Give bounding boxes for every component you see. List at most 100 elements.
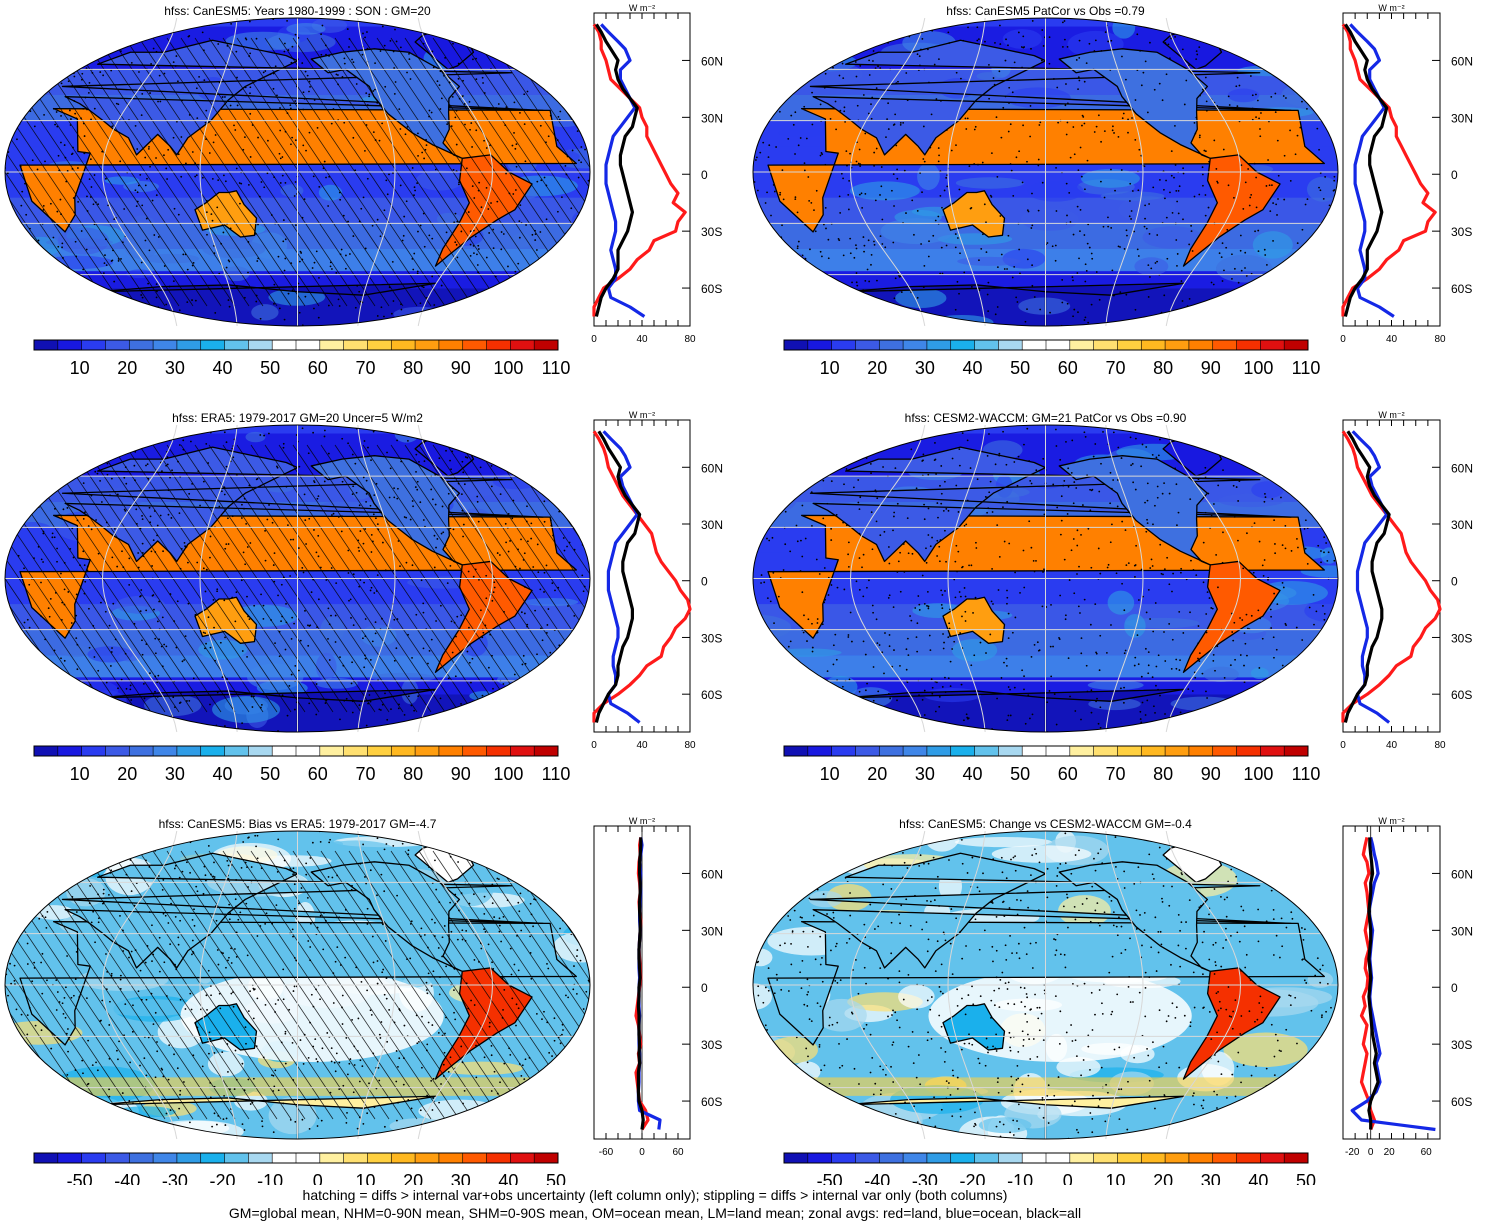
field-patch [1282,708,1348,728]
colorbar-swatch [534,746,558,756]
colorbar-swatch [105,1153,129,1163]
panel-1: hfss: CanESM5: Years 1980-1999 : SON : G… [0,3,767,378]
colorbar-swatch [248,746,272,756]
zonal-unit-label: W m⁻² [629,410,655,420]
zonal-ytick-label: 60S [701,1095,722,1109]
field-patch [728,641,780,665]
colorbar-swatch [808,1153,832,1163]
field-patch [843,850,868,866]
colorbar-swatch [58,1153,82,1163]
field-patch [1233,1113,1281,1151]
colorbar-swatch [832,1153,856,1163]
colorbar-swatch [201,340,225,350]
zonal-unit-label: W m⁻² [1378,3,1404,13]
figure: hfss: CanESM5: Years 1980-1999 : SON : G… [0,0,1485,1185]
colorbar-swatch [296,746,320,756]
colorbar-swatch [225,1153,249,1163]
field-patch [889,723,933,737]
colorbar-swatch [296,1153,320,1163]
colorbar-label: -20 [960,1171,986,1185]
colorbar-swatch [1117,746,1141,756]
colorbar-label: 40 [1248,1171,1268,1185]
colorbar-swatch [1094,1153,1118,1163]
zonal-ytick-label: 60N [1451,461,1473,475]
colorbar-swatch [1070,340,1094,350]
colorbar-swatch [1165,1153,1189,1163]
colorbar-swatch [272,1153,296,1163]
colorbar-swatch [1141,1153,1165,1163]
field-patch [21,865,44,883]
field-patch [1027,181,1084,202]
zonal-ytick-label: 0 [1451,981,1458,995]
colorbar-label: 80 [1153,764,1173,784]
zonal-xtick-label: 40 [1386,334,1398,345]
colorbar-label: 30 [915,358,935,378]
colorbar-label: 20 [117,358,137,378]
field-patch [1290,1062,1315,1085]
colorbar-label: -40 [114,1171,140,1185]
colorbar-swatch [248,1153,272,1163]
zonal-ytick-label: 30S [701,225,722,239]
colorbar-label: -30 [912,1171,938,1185]
field-patch [512,233,531,248]
colorbar-swatch [105,340,129,350]
colorbar-swatch [201,1153,225,1163]
field-patch [824,676,858,698]
colorbar-swatch [951,340,975,350]
colorbar-swatch [951,746,975,756]
field-patch [124,233,158,259]
field-patch [956,177,1024,188]
zonal-ytick-label: 60S [1451,688,1472,702]
zonal-unit-label: W m⁻² [1378,410,1404,420]
colorbar-label: 70 [355,358,375,378]
field-patch [1253,231,1293,259]
panel-4: hfss: CESM2-WACCM: GM=21 PatCor vs Obs =… [719,410,1473,784]
colorbar-swatch [1141,340,1165,350]
colorbar-label: 60 [1058,764,1078,784]
colorbar-label: -50 [817,1171,843,1185]
field-patch [782,253,809,279]
field-patch [538,260,579,270]
colorbar-swatch [1141,746,1165,756]
field-patch [512,1123,589,1154]
colorbar-swatch [855,1153,879,1163]
field-patch [40,32,67,46]
colorbar-label: 50 [1010,764,1030,784]
zonal-ytick-label: 30S [1451,631,1472,645]
colorbar-swatch [927,340,951,350]
zonal-xtick-label: -60 [599,1147,614,1158]
field-patch [504,1123,551,1133]
colorbar-swatch [153,746,177,756]
colorbar-swatch [201,746,225,756]
map-title: hfss: CanESM5: Change vs CESM2-WACCM GM=… [899,817,1192,831]
colorbar-swatch [1237,746,1261,756]
zonal-ytick-label: 30S [1451,225,1472,239]
colorbar-swatch [1070,1153,1094,1163]
colorbar-swatch [832,340,856,350]
colorbar-swatch [1284,340,1308,350]
colorbar-label: 10 [820,358,840,378]
zonal-frame [1343,826,1440,1139]
field-patch [52,135,81,151]
colorbar-label: 80 [403,764,423,784]
colorbar-swatch [1189,746,1213,756]
colorbar-label: 30 [1201,1171,1221,1185]
field-patch [724,885,788,918]
colorbar-swatch [177,1153,201,1163]
colorbar-swatch [1046,746,1070,756]
colorbar-swatch [391,746,415,756]
zonal-ytick-label: 30N [701,924,723,938]
colorbar-label: 110 [1292,764,1321,784]
field-patch [777,420,835,446]
colorbar-label: 100 [493,764,523,784]
colorbar-swatch [177,746,201,756]
colorbar-swatch [463,1153,487,1163]
colorbar-swatch [82,746,106,756]
colorbar-label: 20 [403,1171,423,1185]
colorbar-swatch [1260,1153,1284,1163]
zonal-ytick-label: 60N [1451,54,1473,68]
field-patch [251,304,278,320]
